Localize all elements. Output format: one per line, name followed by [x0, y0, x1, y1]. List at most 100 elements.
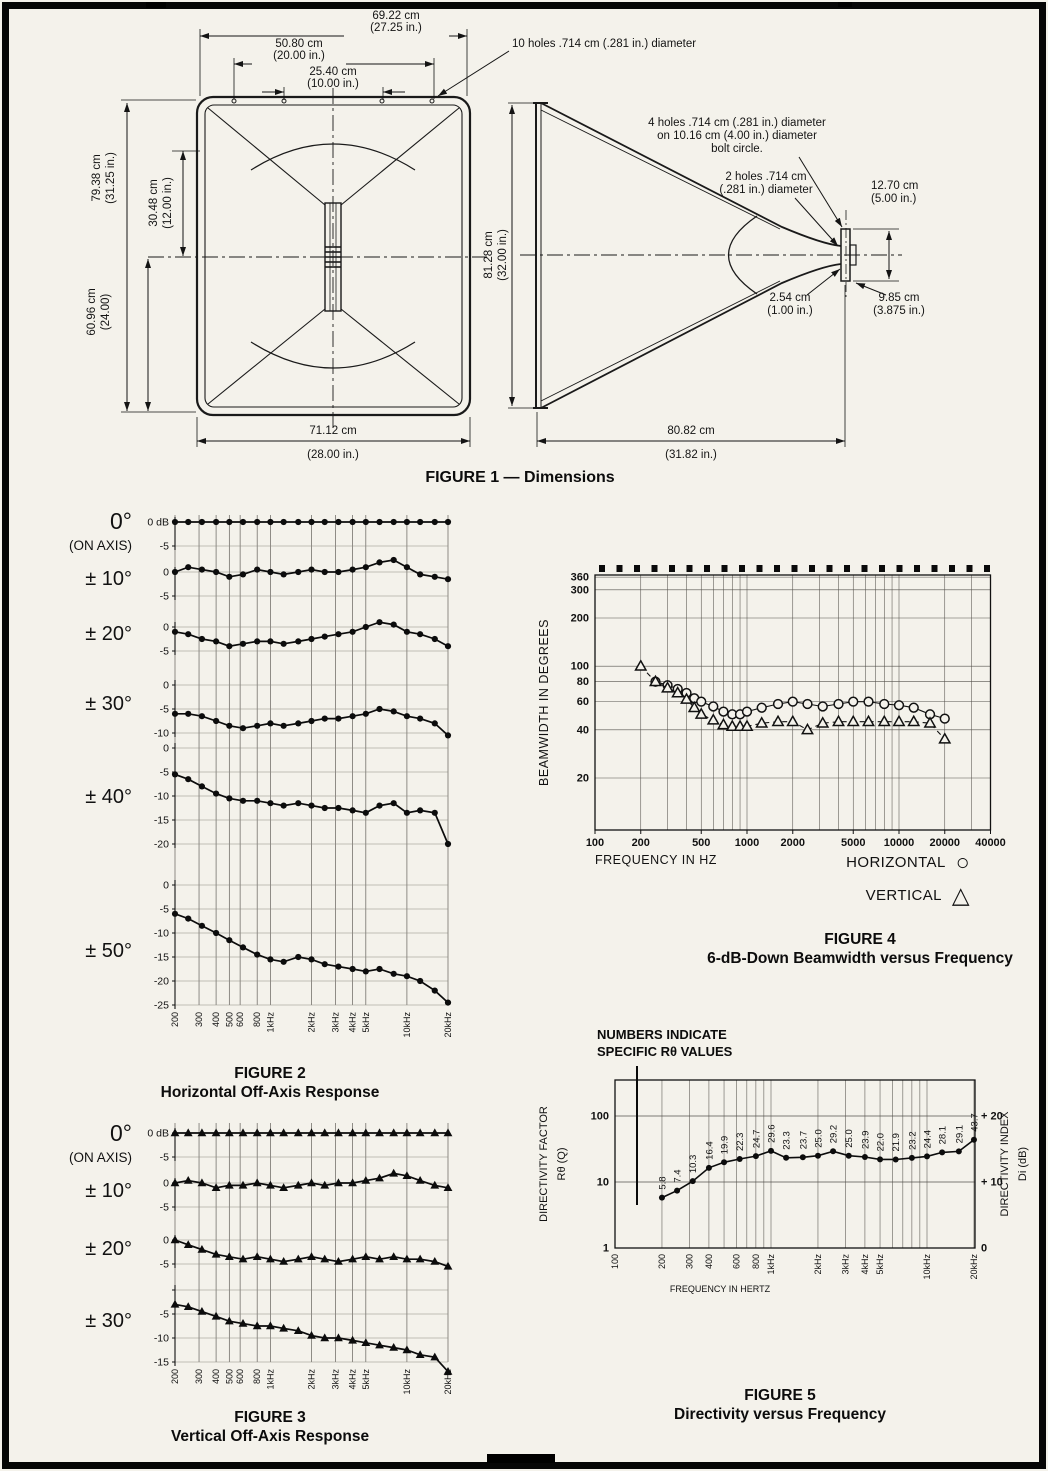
svg-text:40: 40: [577, 724, 589, 736]
svg-text:300: 300: [194, 1369, 204, 1384]
panel: 0 -5 ± 10°: [85, 1168, 453, 1214]
svg-text:23.2: 23.2: [907, 1131, 918, 1150]
svg-text:22.3: 22.3: [735, 1133, 746, 1152]
svg-text:2kHz: 2kHz: [307, 1369, 317, 1390]
svg-text:60: 60: [577, 696, 589, 708]
svg-text:29.1: 29.1: [954, 1125, 965, 1144]
figure3-caption-line1: FIGURE 3: [234, 1409, 306, 1426]
panel: 0 dB -5 0° (ON AXIS): [69, 508, 452, 553]
svg-text:400: 400: [211, 1012, 221, 1027]
svg-text:5kHz: 5kHz: [875, 1254, 885, 1275]
dim-top-overall-in: (27.25 in.): [370, 22, 422, 34]
markers: [171, 705, 452, 739]
figure4-legend: HORIZONTAL ○ VERTICAL △: [770, 849, 970, 918]
svg-text:± 20°: ± 20°: [85, 623, 132, 645]
series-markers-vertical: [634, 659, 952, 744]
grid: [174, 515, 449, 1005]
figure4-caption: FIGURE 4 6-dB-Down Beamwidth versus Freq…: [650, 930, 1048, 968]
dim-top-bolt-half-in: (10.00 in.): [307, 78, 359, 90]
svg-text:± 30°: ± 30°: [85, 1310, 132, 1332]
figure5-annotation: NUMBERS INDICATE SPECIFIC Rθ VALUES: [597, 1026, 732, 1060]
panel: 0 -5 ± 20°: [85, 1235, 453, 1271]
svg-text:4kHz: 4kHz: [348, 1012, 358, 1033]
svg-text:FREQUENCY IN HZ: FREQUENCY IN HZ: [595, 853, 717, 867]
dimension-texts: 69.22 cm (27.25 in.) 50.80 cm (20.00 in.…: [86, 10, 925, 461]
svg-text:-15: -15: [154, 952, 169, 964]
legend-vertical-label: VERTICAL: [865, 886, 942, 904]
svg-text:0: 0: [163, 1235, 169, 1247]
svg-text:0: 0: [163, 680, 169, 692]
svg-text:5.8: 5.8: [657, 1176, 668, 1189]
svg-text:25.0: 25.0: [813, 1129, 824, 1148]
dim-left-inner-cm: 30.48 cm: [148, 179, 160, 226]
svg-text:-10: -10: [154, 1333, 169, 1345]
svg-text:0 dB: 0 dB: [147, 1128, 169, 1140]
dim-bottom-width-in: (28.00 in.): [307, 449, 359, 461]
svg-text:100: 100: [591, 1111, 609, 1123]
svg-text:20kHz: 20kHz: [443, 1012, 453, 1038]
svg-text:0°: 0°: [110, 508, 132, 534]
svg-text:10kHz: 10kHz: [402, 1369, 412, 1395]
svg-text:-10: -10: [154, 928, 169, 940]
left-ticks: 100 10 1: [591, 1111, 609, 1255]
svg-text:Rθ (Q): Rθ (Q): [556, 1148, 568, 1181]
svg-text:2kHz: 2kHz: [813, 1254, 823, 1275]
svg-text:23.7: 23.7: [798, 1131, 809, 1150]
svg-text:2000: 2000: [781, 837, 805, 849]
svg-text:10: 10: [597, 1177, 609, 1189]
callout-4-holes-2: on 10.16 cm (4.00 in.) diameter: [657, 130, 817, 142]
markers: [170, 1128, 453, 1137]
x-ticks: 100 200 500 1000 2000 5000 10000 20000 40000: [586, 830, 1006, 849]
panel: 0 -5 -10 -15 -20 ± 40°: [85, 743, 452, 851]
svg-text:± 20°: ± 20°: [85, 1238, 132, 1260]
svg-text:FREQUENCY IN HERTZ: FREQUENCY IN HERTZ: [670, 1284, 771, 1294]
triangle-marker-icon: △: [951, 882, 970, 908]
svg-text:400: 400: [704, 1254, 714, 1269]
svg-text:-5: -5: [160, 904, 169, 916]
svg-text:3kHz: 3kHz: [331, 1012, 341, 1033]
front-view: [148, 88, 487, 428]
grid: [174, 1123, 449, 1362]
panel: 0 dB -5 0° (ON AXIS): [69, 1120, 453, 1165]
circle-marker-icon: ○: [955, 849, 970, 875]
legend-vertical: VERTICAL △: [770, 882, 970, 908]
svg-text:200: 200: [170, 1369, 180, 1384]
markers: [170, 1168, 453, 1191]
svg-text:19.9: 19.9: [720, 1136, 731, 1155]
markers: [171, 910, 452, 1006]
figure3-caption: FIGURE 3 Vertical Off-Axis Response: [70, 1408, 470, 1446]
svg-text:-5: -5: [160, 767, 169, 779]
dim-top-bolt-span-in: (20.00 in.): [273, 50, 325, 62]
dim-throat-depth-in: (1.00 in.): [767, 305, 813, 317]
svg-text:500: 500: [224, 1012, 234, 1027]
svg-text:29.2: 29.2: [829, 1125, 840, 1144]
svg-text:24.7: 24.7: [751, 1130, 762, 1149]
callout-4-holes-3: bolt circle.: [711, 143, 763, 155]
svg-text:1kHz: 1kHz: [766, 1254, 776, 1275]
left-axis-label: DIRECTIVITY FACTOR Rθ (Q): [538, 1106, 568, 1222]
svg-text:± 50°: ± 50°: [85, 940, 132, 962]
svg-text:400: 400: [211, 1369, 221, 1384]
svg-text:0°: 0°: [110, 1120, 132, 1146]
dim-side-depth-in: (31.82 in.): [665, 449, 717, 461]
figure5-annotation-line1: NUMBERS INDICATE: [597, 1027, 727, 1042]
svg-text:-5: -5: [160, 1152, 169, 1164]
svg-text:0 dB: 0 dB: [147, 517, 169, 529]
svg-text:600: 600: [235, 1012, 245, 1027]
svg-text:DIRECTIVITY INDEX: DIRECTIVITY INDEX: [999, 1111, 1011, 1217]
svg-text:800: 800: [751, 1254, 761, 1269]
svg-text:+ 10: + 10: [981, 1177, 1003, 1189]
figure1-drawing: 69.22 cm (27.25 in.) 50.80 cm (20.00 in.…: [86, 10, 925, 461]
dim-top-bolt-span-cm: 50.80 cm: [275, 38, 322, 50]
svg-text:0: 0: [163, 880, 169, 892]
right-ticks: + 20 + 10 0: [981, 1111, 1003, 1255]
svg-text:0: 0: [163, 1178, 169, 1190]
svg-text:1kHz: 1kHz: [265, 1369, 275, 1390]
svg-text:0: 0: [163, 622, 169, 634]
svg-text:22.0: 22.0: [876, 1133, 887, 1152]
plot-frame: [614, 1079, 976, 1249]
svg-text:-5: -5: [160, 646, 169, 658]
dim-top-overall-cm: 69.22 cm: [372, 10, 419, 22]
svg-text:200: 200: [657, 1254, 667, 1269]
